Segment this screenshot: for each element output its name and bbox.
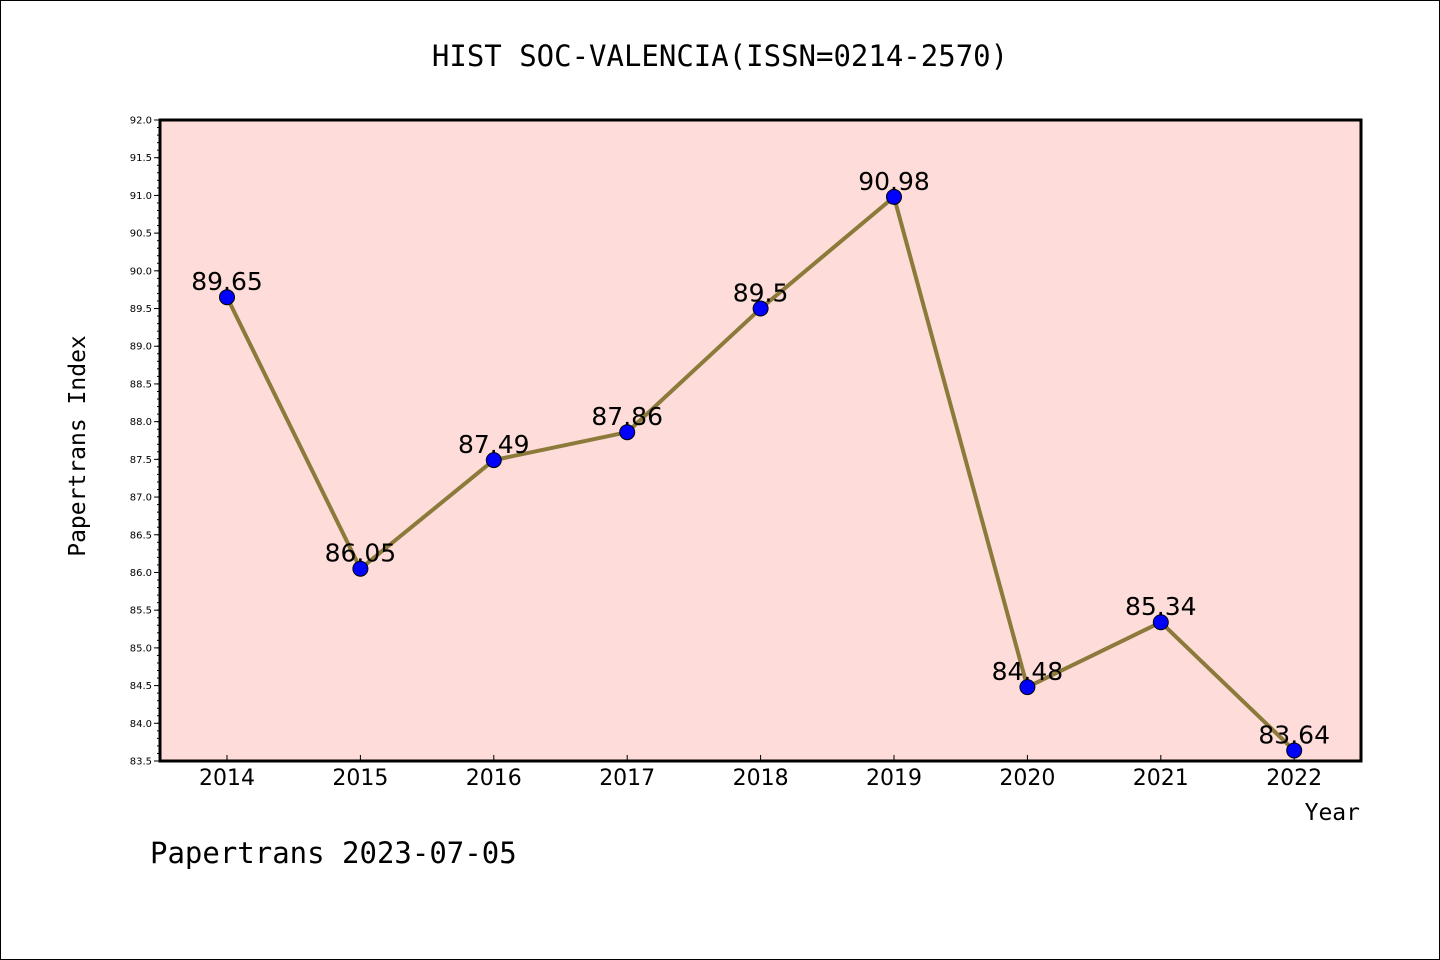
x-tick-label: 2014 — [199, 766, 255, 791]
data-point — [219, 289, 235, 306]
data-label: 90.98 — [858, 167, 930, 196]
x-tick-label: 2016 — [466, 766, 522, 791]
data-point — [886, 188, 902, 205]
y-tick-label: 84.5 — [130, 681, 152, 692]
data-point — [1152, 614, 1169, 631]
data-label: 83.64 — [1258, 720, 1330, 749]
y-tick-label: 85.5 — [130, 606, 152, 617]
data-label: 89.5 — [733, 279, 789, 308]
y-tick-label: 87.0 — [130, 493, 152, 504]
data-label: 86.05 — [325, 539, 397, 568]
data-point — [1019, 679, 1036, 696]
y-tick-label: 88.5 — [130, 379, 152, 390]
y-tick-label: 84.0 — [130, 719, 152, 730]
x-axis-ticks: 2014 2015 2016 2017 2018 2019 2020 2021 2022 — [199, 755, 1322, 791]
x-tick-label: 2015 — [332, 766, 388, 791]
y-tick-label: 92.0 — [130, 116, 152, 127]
x-tick-label: 2018 — [733, 766, 789, 791]
y-tick-label: 89.0 — [130, 342, 152, 353]
y-tick-label: 89.5 — [130, 304, 152, 315]
data-label: 87.49 — [458, 430, 530, 459]
x-tick-label: 2020 — [999, 766, 1055, 791]
series-layer: 89.65 86.05 87.49 87.86 89.5 90.98 84.48 85.34 8… — [191, 167, 1330, 759]
x-axis-label: Year — [1305, 800, 1360, 826]
data-label: 89.65 — [191, 267, 263, 296]
y-tick-label: 91.0 — [130, 191, 152, 202]
x-tick-label: 2021 — [1133, 766, 1189, 791]
x-tick-label: 2017 — [599, 766, 655, 791]
plot-border — [158, 118, 1363, 763]
y-tick-label: 91.5 — [130, 153, 152, 164]
data-label: 85.34 — [1125, 592, 1197, 621]
y-axis-label: Papertrans Index — [65, 335, 91, 557]
data-point — [752, 300, 769, 317]
y-tick-label: 86.0 — [130, 568, 152, 579]
y-tick-label: 87.5 — [130, 455, 152, 466]
y-tick-label: 85.0 — [130, 643, 152, 654]
data-label: 87.86 — [591, 402, 663, 431]
data-label: 84.48 — [992, 657, 1064, 686]
y-axis-ticks: 83.5 84.0 84.5 85.0 85.5 86.0 86.5 87.0 87.5 88.0… — [130, 116, 160, 768]
plot-area — [160, 120, 1361, 761]
x-tick-label: 2022 — [1266, 766, 1322, 791]
data-point — [1286, 742, 1303, 759]
y-tick-label: 90.0 — [130, 266, 152, 277]
data-point — [485, 452, 502, 469]
y-tick-label: 83.5 — [130, 757, 152, 768]
data-point — [352, 560, 369, 577]
x-tick-label: 2019 — [866, 766, 922, 791]
y-tick-label: 90.5 — [130, 229, 152, 240]
y-tick-label: 88.0 — [130, 417, 152, 428]
footer-text: Papertrans 2023-07-05 — [150, 836, 517, 870]
data-point — [619, 424, 636, 441]
chart-title: HIST SOC-VALENCIA(ISSN=0214-2570) — [432, 39, 1008, 73]
y-tick-label: 86.5 — [130, 530, 152, 541]
